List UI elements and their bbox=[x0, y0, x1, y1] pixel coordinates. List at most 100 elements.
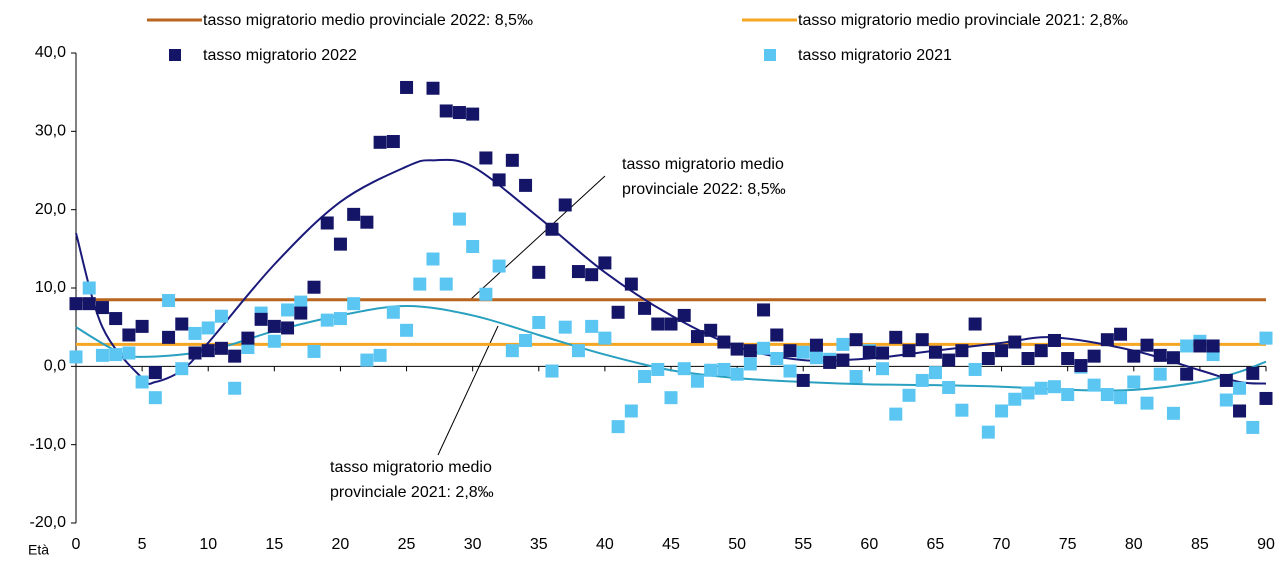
point bbox=[466, 239, 480, 253]
point bbox=[677, 362, 691, 376]
point bbox=[915, 333, 929, 347]
point bbox=[1074, 359, 1088, 373]
point bbox=[1021, 352, 1035, 365]
point bbox=[214, 341, 228, 355]
point bbox=[1087, 378, 1101, 392]
point bbox=[942, 380, 956, 394]
x-tick-label: 65 bbox=[927, 536, 945, 553]
point bbox=[162, 294, 176, 308]
point bbox=[889, 330, 903, 344]
x-tick-label: 40 bbox=[596, 536, 614, 553]
point bbox=[545, 364, 559, 378]
point bbox=[281, 321, 295, 335]
y-tick-label: -10,0 bbox=[30, 436, 67, 453]
point bbox=[1259, 391, 1273, 405]
legend-label: tasso migratorio 2021 bbox=[798, 47, 952, 64]
point bbox=[439, 277, 453, 291]
point bbox=[122, 328, 136, 342]
point bbox=[981, 425, 995, 439]
x-tick-label: 10 bbox=[199, 536, 217, 553]
point bbox=[1233, 381, 1247, 395]
point bbox=[228, 349, 242, 363]
x-tick-label: 90 bbox=[1257, 536, 1275, 553]
point bbox=[148, 366, 162, 380]
point bbox=[254, 312, 268, 326]
point bbox=[717, 362, 731, 376]
point bbox=[1100, 388, 1114, 402]
point bbox=[281, 303, 295, 317]
y-tick-label: 30,0 bbox=[35, 123, 66, 140]
x-tick-label: 45 bbox=[662, 536, 680, 553]
point bbox=[836, 353, 850, 367]
point bbox=[809, 351, 823, 365]
point bbox=[1153, 348, 1167, 362]
point bbox=[241, 331, 255, 345]
point bbox=[109, 348, 123, 362]
point bbox=[585, 319, 599, 333]
point bbox=[1034, 344, 1048, 358]
point bbox=[1008, 335, 1022, 349]
y-tick-label: -20,0 bbox=[30, 514, 67, 531]
x-axis-label: Età bbox=[28, 542, 49, 558]
point bbox=[1153, 367, 1167, 381]
point bbox=[598, 331, 612, 345]
point bbox=[162, 330, 176, 344]
point bbox=[333, 312, 347, 326]
x-tick-label: 35 bbox=[530, 536, 548, 553]
point bbox=[730, 342, 744, 356]
point bbox=[664, 391, 678, 405]
point bbox=[452, 212, 466, 226]
point bbox=[1008, 392, 1022, 406]
x-tick-label: 15 bbox=[265, 536, 283, 553]
point bbox=[386, 305, 400, 319]
x-tick-label: 25 bbox=[398, 536, 416, 553]
point bbox=[902, 388, 916, 402]
point bbox=[1180, 339, 1194, 353]
point bbox=[704, 363, 718, 377]
point bbox=[1114, 391, 1128, 405]
point bbox=[82, 297, 96, 311]
point bbox=[1166, 406, 1180, 420]
point bbox=[823, 355, 837, 369]
point bbox=[1061, 352, 1075, 365]
point bbox=[347, 297, 361, 311]
point bbox=[704, 323, 718, 337]
annotation-leader bbox=[437, 325, 499, 456]
point bbox=[558, 198, 572, 212]
annotation: provinciale 2021: 2,8‰ bbox=[330, 484, 494, 501]
point bbox=[677, 308, 691, 322]
point bbox=[373, 348, 387, 362]
point bbox=[889, 407, 903, 421]
point bbox=[452, 106, 466, 120]
point bbox=[1206, 339, 1220, 353]
point bbox=[228, 381, 242, 395]
point bbox=[400, 323, 414, 337]
point bbox=[783, 364, 797, 378]
point bbox=[770, 328, 784, 342]
point bbox=[664, 317, 678, 331]
point bbox=[532, 315, 546, 329]
point bbox=[532, 265, 546, 279]
point bbox=[796, 345, 810, 359]
point bbox=[333, 237, 347, 251]
point bbox=[545, 222, 559, 236]
x-tick-label: 55 bbox=[794, 536, 812, 553]
point bbox=[1246, 420, 1260, 434]
x-tick-label: 75 bbox=[1059, 536, 1077, 553]
point bbox=[611, 305, 625, 319]
point bbox=[876, 346, 890, 360]
point bbox=[386, 135, 400, 149]
point bbox=[955, 403, 969, 417]
point bbox=[1193, 339, 1207, 353]
point bbox=[69, 297, 83, 311]
point bbox=[915, 373, 929, 387]
point bbox=[1034, 381, 1048, 395]
point bbox=[624, 404, 638, 418]
point bbox=[928, 345, 942, 359]
point bbox=[347, 207, 361, 221]
x-tick-label: 85 bbox=[1191, 536, 1209, 553]
point bbox=[413, 277, 427, 291]
point bbox=[188, 326, 202, 340]
legend-label: tasso migratorio 2022 bbox=[203, 47, 357, 64]
